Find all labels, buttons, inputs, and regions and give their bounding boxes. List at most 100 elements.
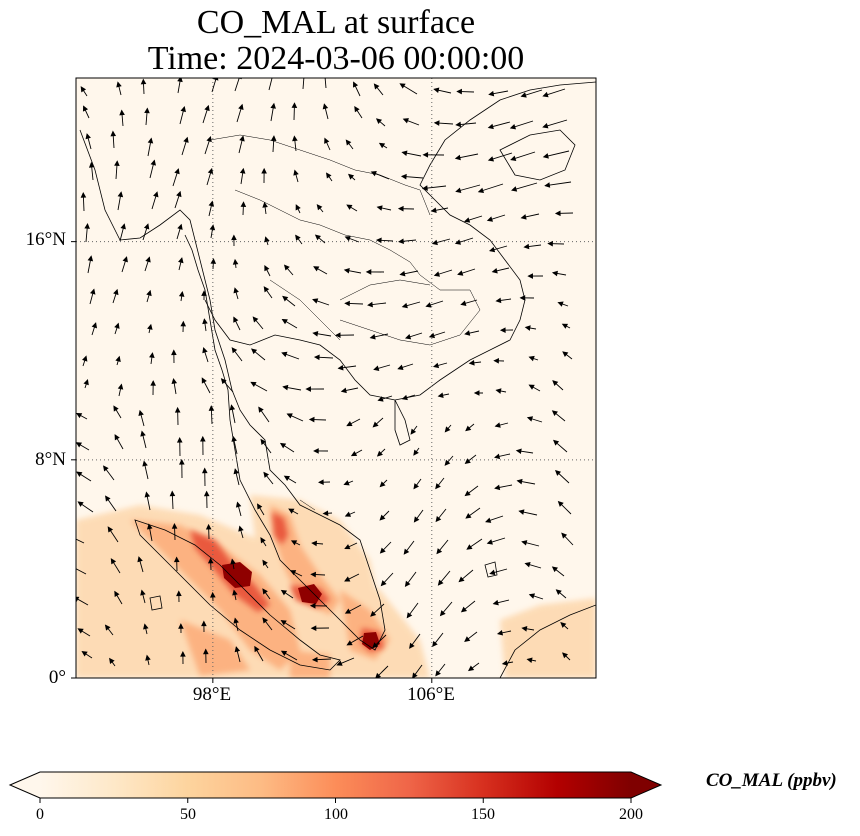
wind-vector-head (286, 413, 293, 419)
wind-vector-head (305, 386, 311, 392)
co-concentration-field (76, 495, 596, 678)
wind-vector-head (270, 135, 277, 141)
wind-vector-head (231, 347, 238, 354)
wind-vector-head (117, 383, 124, 390)
wind-vector-head (293, 169, 299, 176)
wind-vector-head (250, 381, 257, 387)
wind-vector-head (177, 223, 183, 230)
wind-vector-head (494, 453, 501, 460)
wind-vector-head (261, 167, 267, 174)
wind-vector-head (117, 191, 124, 198)
wind-vector-head (486, 216, 494, 222)
wind-vector-head (542, 153, 549, 159)
wind-vector-head (318, 479, 324, 486)
wind-vector-head (375, 118, 383, 125)
wind-vector-head (455, 187, 462, 194)
wind-vector-head (413, 516, 420, 523)
wind-vector-head (340, 387, 347, 394)
wind-vector-head (240, 201, 247, 207)
wind-vector-head (183, 136, 189, 143)
wind-vector-head (435, 483, 441, 490)
wind-vector-head (233, 287, 239, 294)
wind-vector-head (400, 173, 407, 180)
wind-vector-head (422, 152, 429, 158)
wind-vector-head (203, 648, 209, 655)
wind-vector-head (107, 526, 114, 533)
wind-vector-head (145, 654, 151, 661)
wind-vector-head (202, 318, 208, 325)
wind-vector-head (238, 103, 244, 110)
wind-vector-head (143, 623, 149, 630)
wind-vector-head (109, 657, 115, 664)
wind-vector-head (464, 490, 471, 497)
wind-vector-head (375, 237, 382, 244)
wind-vector-head (290, 540, 298, 546)
wind-vector-head (68, 535, 72, 539)
wind-vector-head (521, 540, 528, 546)
wind-vector-head (435, 515, 442, 523)
wind-vector-head (205, 523, 212, 530)
wind-vector-head (544, 182, 551, 188)
wind-vector-head (487, 123, 494, 130)
wind-vector-head (454, 239, 462, 245)
wind-vector-head (326, 172, 332, 179)
wind-vector-head (344, 300, 350, 307)
wind-vector-head (180, 105, 186, 113)
wind-vector-head (467, 665, 475, 672)
wind-vector-head (323, 71, 327, 75)
wind-vector-head (83, 379, 89, 386)
wind-vector-head (561, 323, 569, 329)
wind-vector-head (375, 672, 382, 678)
wind-vector-head (87, 255, 94, 262)
wind-vector-head (105, 495, 111, 502)
wind-vector-head (509, 123, 517, 130)
wind-vector-head (262, 559, 268, 566)
colorbar-label: CO_MAL (ppbv) (706, 770, 837, 791)
wind-vector-head (120, 223, 126, 230)
wind-vector-head (401, 150, 408, 156)
wind-vector-head (208, 405, 215, 411)
colorbar-tickmarks (39, 798, 632, 803)
wind-vector-head (456, 88, 462, 95)
wind-vector-head (343, 268, 350, 274)
wind-vector-head (271, 73, 275, 77)
wind-vector-head (114, 322, 120, 329)
axis-tickmarks (71, 241, 433, 683)
wind-vector-head (280, 620, 287, 626)
wind-vector-head (153, 191, 159, 198)
wind-vector-head (373, 83, 380, 90)
wind-vector-head (250, 348, 258, 355)
wind-vector-head (103, 465, 109, 472)
wind-vector-head (334, 332, 341, 339)
wind-vector-head (365, 269, 372, 275)
country-borders (209, 134, 481, 511)
wind-vector-head (232, 589, 238, 596)
wind-vector-head (291, 102, 298, 108)
wind-vector-head (90, 288, 96, 295)
wind-vector-head (230, 558, 236, 565)
wind-vector-head (110, 558, 117, 565)
wind-vector-head (432, 362, 440, 369)
map-subtitle-time: Time: 2024-03-06 00:00:00 (147, 40, 525, 77)
lon-tick-label-98e: 98°E (192, 684, 232, 705)
wind-vector-head (174, 406, 181, 413)
wind-vector-head (180, 650, 186, 657)
wind-vector-head (235, 501, 242, 508)
wind-vector-head (542, 123, 549, 129)
wind-vector-head (346, 640, 353, 646)
wind-vector-head (485, 517, 492, 523)
wind-vector-head (260, 537, 266, 544)
wind-vector-head (314, 234, 321, 241)
wind-vector-head (551, 270, 558, 277)
wind-vector-head (343, 480, 350, 486)
wind-vector-head (367, 301, 373, 308)
wind-vector-head (171, 349, 177, 356)
wind-vector-head (113, 288, 119, 296)
colorbar-extend-high (631, 772, 661, 798)
wind-vector-head (527, 273, 533, 279)
wind-vector-head (208, 200, 215, 207)
wind-vector-head (174, 168, 180, 175)
wind-vector-head (147, 137, 154, 144)
wind-vector-head (207, 557, 214, 564)
wind-vector-head (516, 478, 523, 485)
